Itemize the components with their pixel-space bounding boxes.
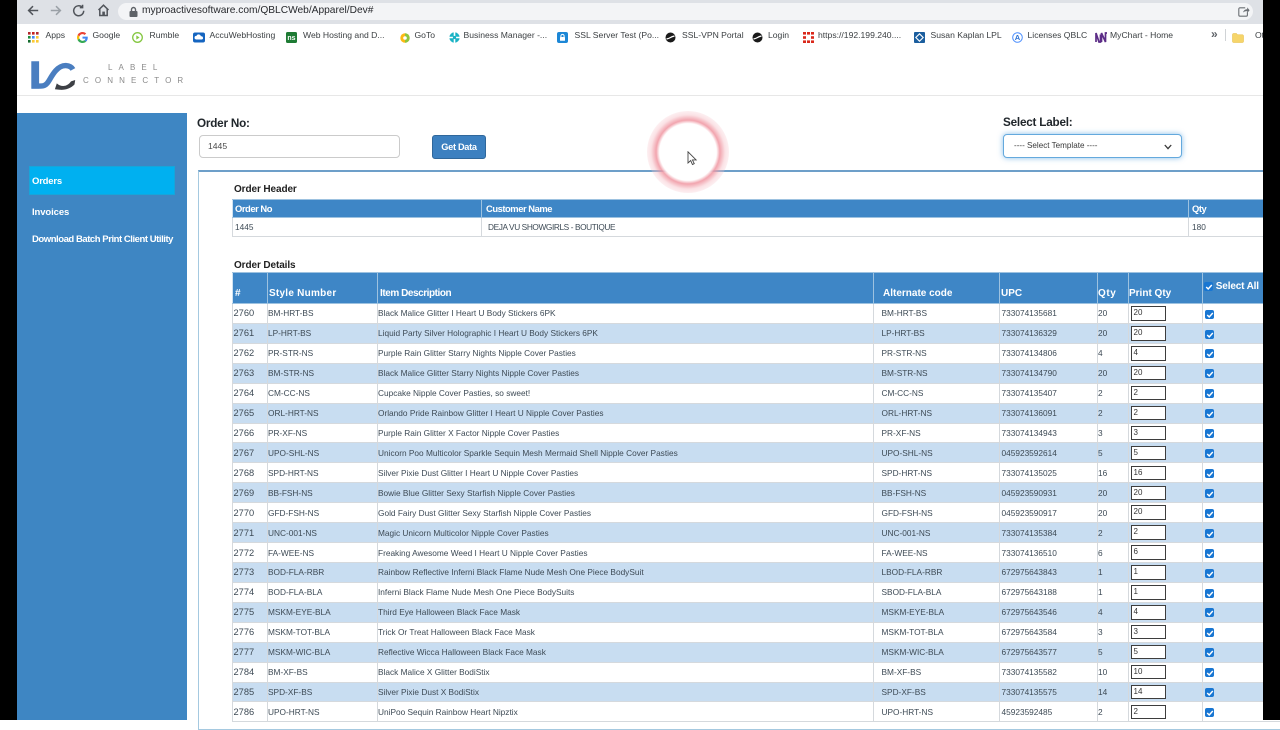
svg-text:A: A	[1014, 33, 1020, 42]
svg-text:ns: ns	[287, 35, 295, 42]
